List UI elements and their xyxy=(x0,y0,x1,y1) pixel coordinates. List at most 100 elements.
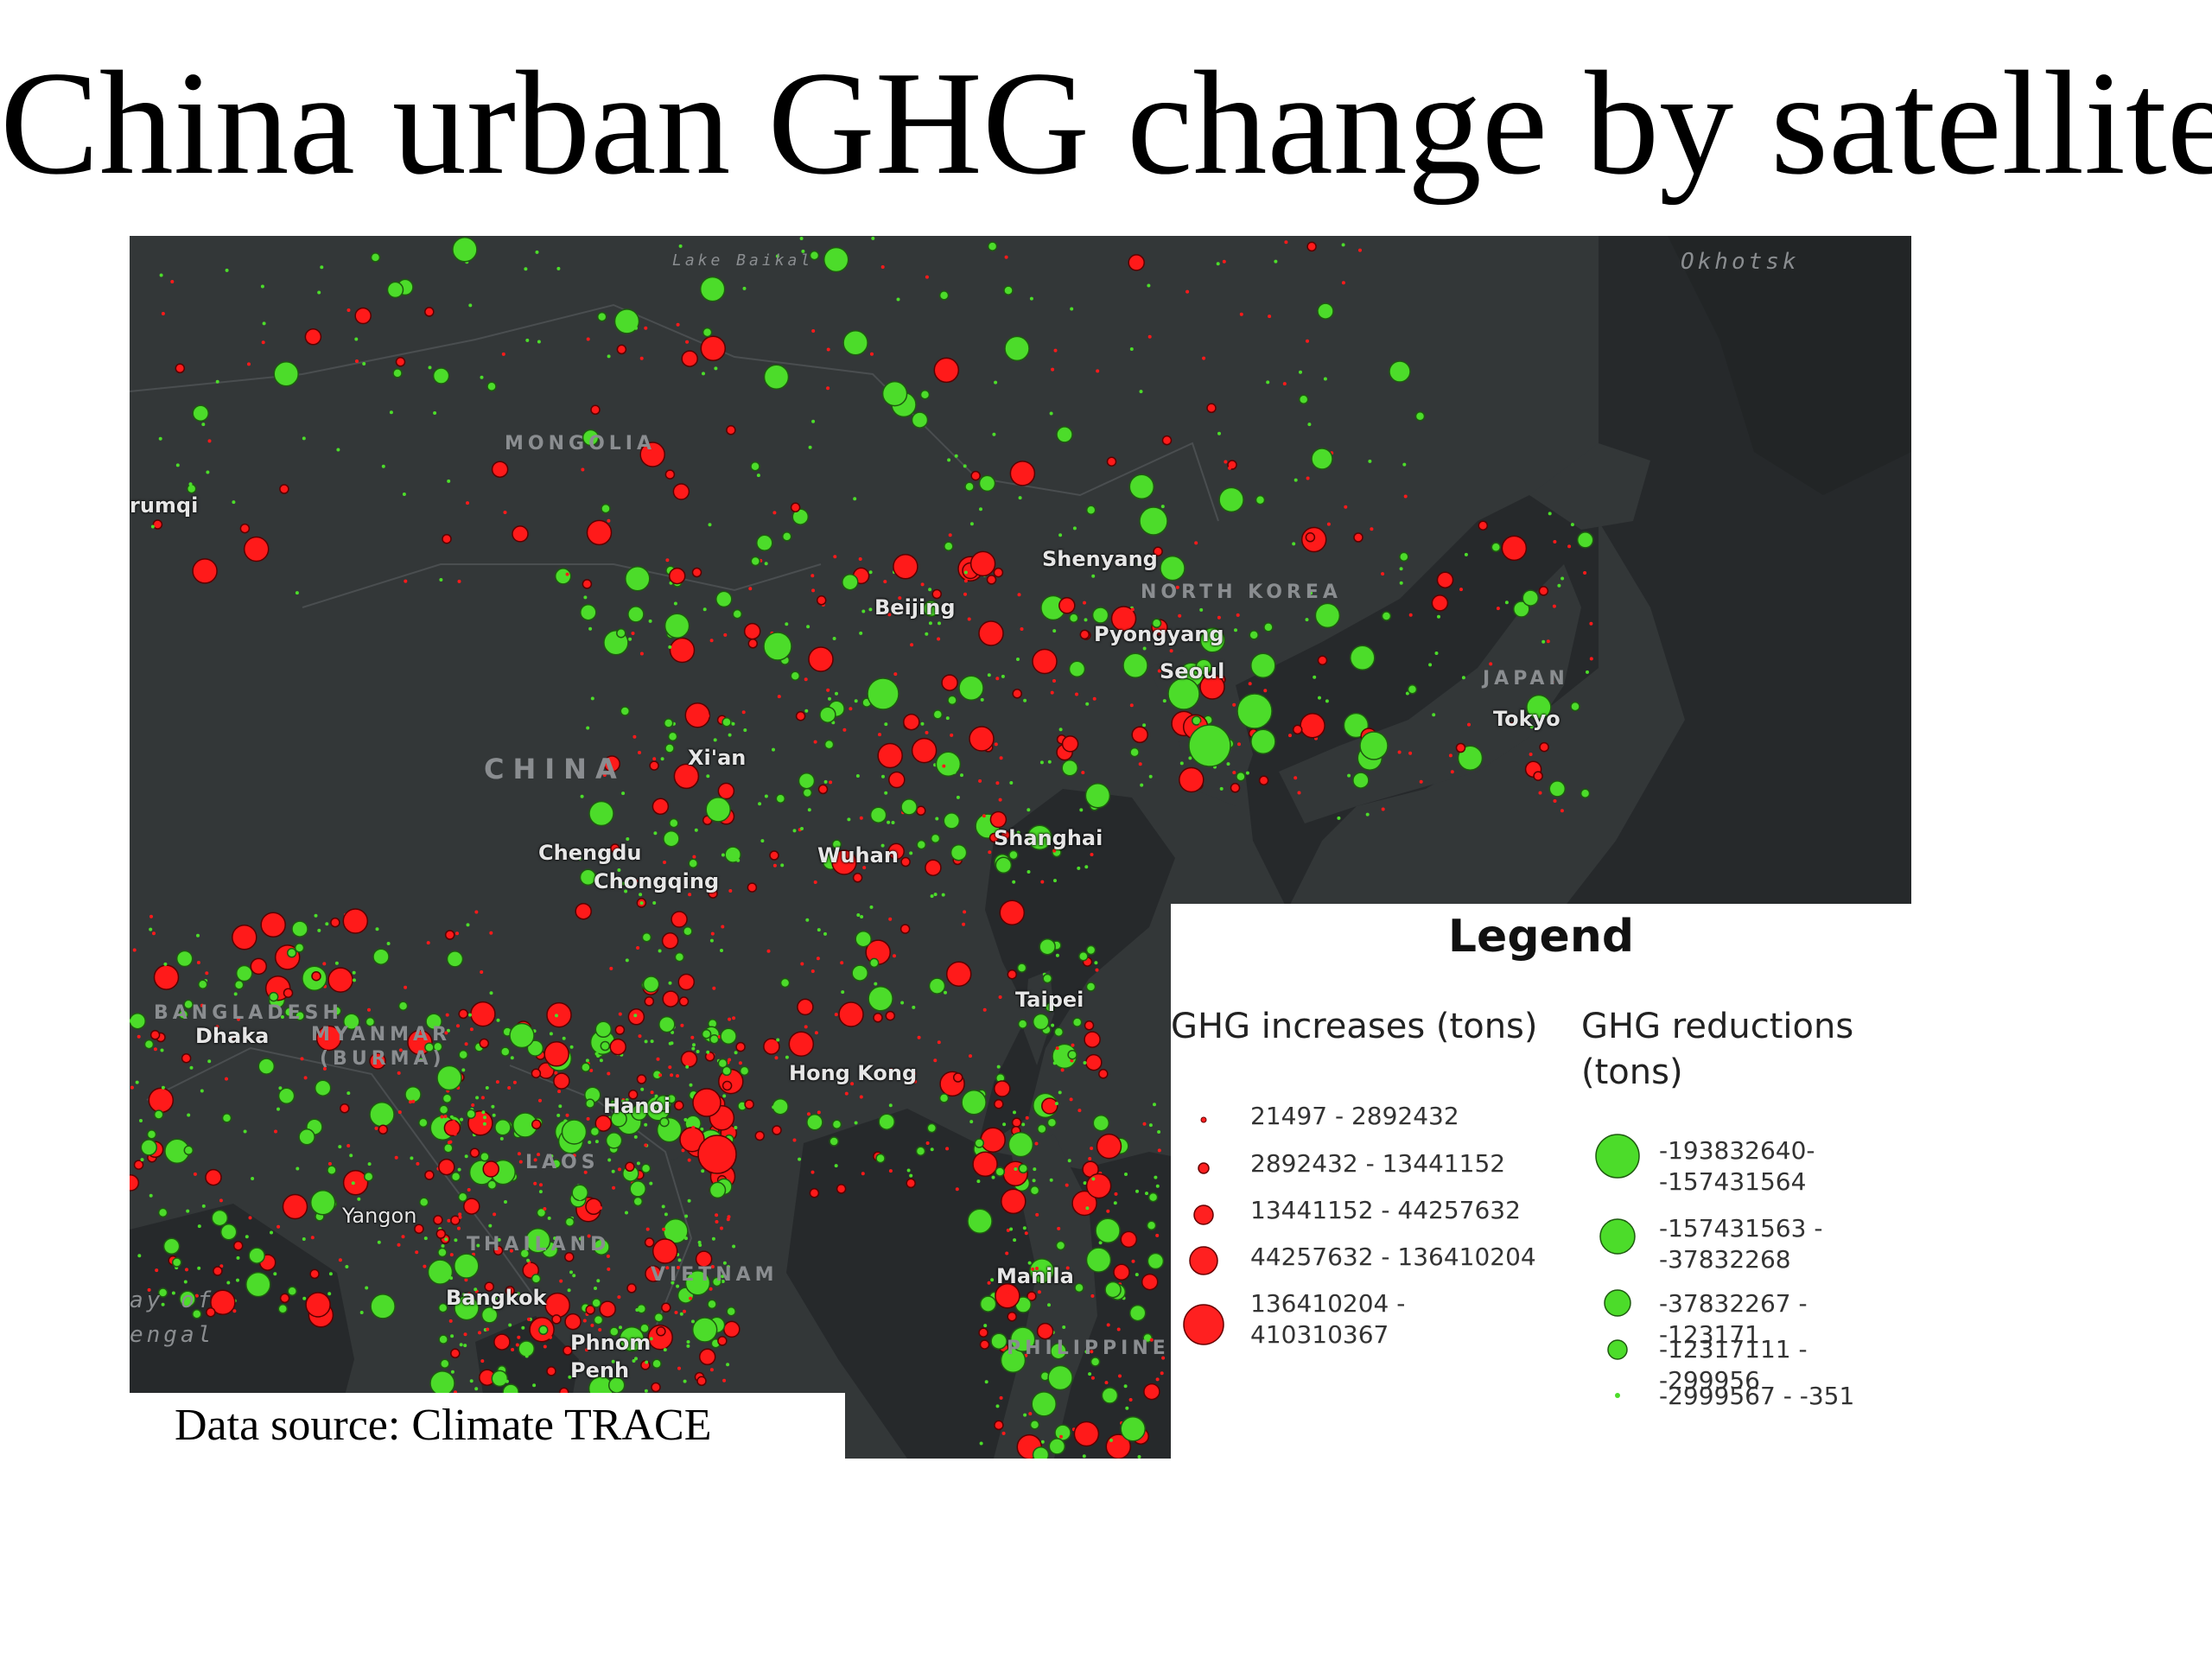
reduction-dot xyxy=(963,464,967,468)
reduction-dot xyxy=(1250,652,1276,678)
increase-dot xyxy=(1533,771,1543,781)
reduction-dot xyxy=(668,645,672,649)
reduction-dot xyxy=(302,1296,307,1300)
legend-reduction-symbol-3 xyxy=(1604,1289,1631,1317)
increase-dot xyxy=(708,888,718,899)
reduction-dot xyxy=(842,573,859,591)
reduction-dot xyxy=(1084,618,1088,622)
increase-dot xyxy=(671,911,688,928)
reduction-dot xyxy=(345,1265,349,1268)
reduction-dot xyxy=(1323,377,1327,381)
reduction-dot xyxy=(525,338,530,342)
increase-dot xyxy=(1149,1338,1154,1342)
increase-dot xyxy=(994,1420,1004,1431)
reduction-dot xyxy=(427,1259,454,1285)
increase-dot xyxy=(978,779,982,783)
reduction-dot xyxy=(823,779,828,784)
reduction-dot xyxy=(452,237,478,263)
reduction-dot xyxy=(1541,639,1546,644)
reduction-dot xyxy=(928,588,932,592)
increase-dot xyxy=(401,1235,405,1239)
reduction-dot xyxy=(633,1135,638,1139)
legend-reduction-1-line2: -157431564 xyxy=(1659,1167,1807,1196)
reduction-dot xyxy=(424,1042,435,1052)
reduction-dot xyxy=(854,699,858,703)
increase-dot xyxy=(728,1017,732,1021)
increase-dot xyxy=(1055,1046,1059,1051)
reduction-dot xyxy=(157,1287,168,1298)
reduction-dot xyxy=(652,1358,662,1370)
reduction-dot xyxy=(715,590,733,608)
reduction-dot xyxy=(1082,1454,1086,1459)
reduction-dot xyxy=(906,1168,911,1173)
reduction-dot xyxy=(1058,728,1063,732)
reduction-dot xyxy=(437,1302,448,1313)
reduction-dot xyxy=(593,1314,604,1325)
increase-dot xyxy=(836,1184,847,1194)
reduction-dot xyxy=(1142,723,1147,728)
reduction-dot xyxy=(625,1211,628,1215)
increase-dot xyxy=(491,461,509,478)
increase-dot xyxy=(311,970,321,982)
increase-dot xyxy=(710,1265,715,1268)
reduction-dot xyxy=(1234,628,1237,632)
increase-dot xyxy=(1024,1231,1028,1236)
increase-dot xyxy=(416,1161,420,1166)
label-lake-baikal: Lake Baikal xyxy=(672,251,814,270)
increase-dot xyxy=(645,1265,662,1282)
reduction-dot xyxy=(727,1265,730,1269)
increase-dot xyxy=(631,632,635,635)
increase-dot xyxy=(790,502,801,513)
increase-dot xyxy=(893,554,918,580)
increase-dot xyxy=(1095,968,1099,972)
increase-dot xyxy=(367,1007,371,1012)
increase-dot xyxy=(1317,655,1328,666)
increase-dot xyxy=(1031,1267,1035,1271)
reduction-dot xyxy=(619,1326,645,1352)
increase-dot xyxy=(1455,742,1466,753)
reduction-dot xyxy=(564,1217,575,1227)
reduction-dot xyxy=(175,950,194,968)
reduction-dot xyxy=(257,1058,276,1075)
reduction-dot xyxy=(286,948,297,958)
reduction-dot xyxy=(763,364,790,390)
reduction-dot xyxy=(632,1359,636,1363)
reduction-dot xyxy=(721,1065,732,1077)
reduction-dot xyxy=(328,1272,333,1276)
reduction-dot xyxy=(1058,1090,1062,1095)
increase-dot xyxy=(607,518,611,523)
reduction-dot xyxy=(608,1099,620,1110)
legend-increase-4: 44257632 - 136410204 xyxy=(1250,1243,1536,1271)
reduction-dot xyxy=(492,1113,496,1117)
increase-dot xyxy=(193,1172,197,1176)
reduction-dot xyxy=(995,1166,1006,1177)
reduction-dot xyxy=(964,481,975,493)
label-bay-of: ay of xyxy=(130,1287,215,1313)
reduction-dot xyxy=(276,1107,280,1111)
increase-dot xyxy=(1232,771,1236,775)
reduction-dot xyxy=(713,738,717,742)
increase-dot xyxy=(672,483,690,500)
reduction-dot xyxy=(880,843,885,848)
increase-dot xyxy=(691,1126,696,1129)
increase-dot xyxy=(772,863,777,868)
reduction-dot xyxy=(370,252,381,263)
reduction-dot xyxy=(709,938,714,943)
reduction-dot xyxy=(1009,1326,1036,1352)
increase-dot xyxy=(424,1170,435,1180)
increase-dot xyxy=(903,713,920,731)
reduction-dot xyxy=(1091,574,1096,578)
reduction-dot xyxy=(457,1167,461,1172)
increase-dot xyxy=(1560,809,1564,813)
increase-dot xyxy=(638,1034,642,1039)
increase-dot xyxy=(607,1267,611,1271)
increase-dot xyxy=(1228,466,1232,470)
reduction-dot xyxy=(621,791,626,796)
reduction-dot xyxy=(143,1039,155,1050)
increase-dot xyxy=(590,404,601,416)
reduction-dot xyxy=(351,1181,355,1185)
reduction-dot xyxy=(1437,614,1440,619)
reduction-dot xyxy=(1053,879,1057,883)
increase-dot xyxy=(1230,783,1241,793)
reduction-dot xyxy=(294,943,305,953)
